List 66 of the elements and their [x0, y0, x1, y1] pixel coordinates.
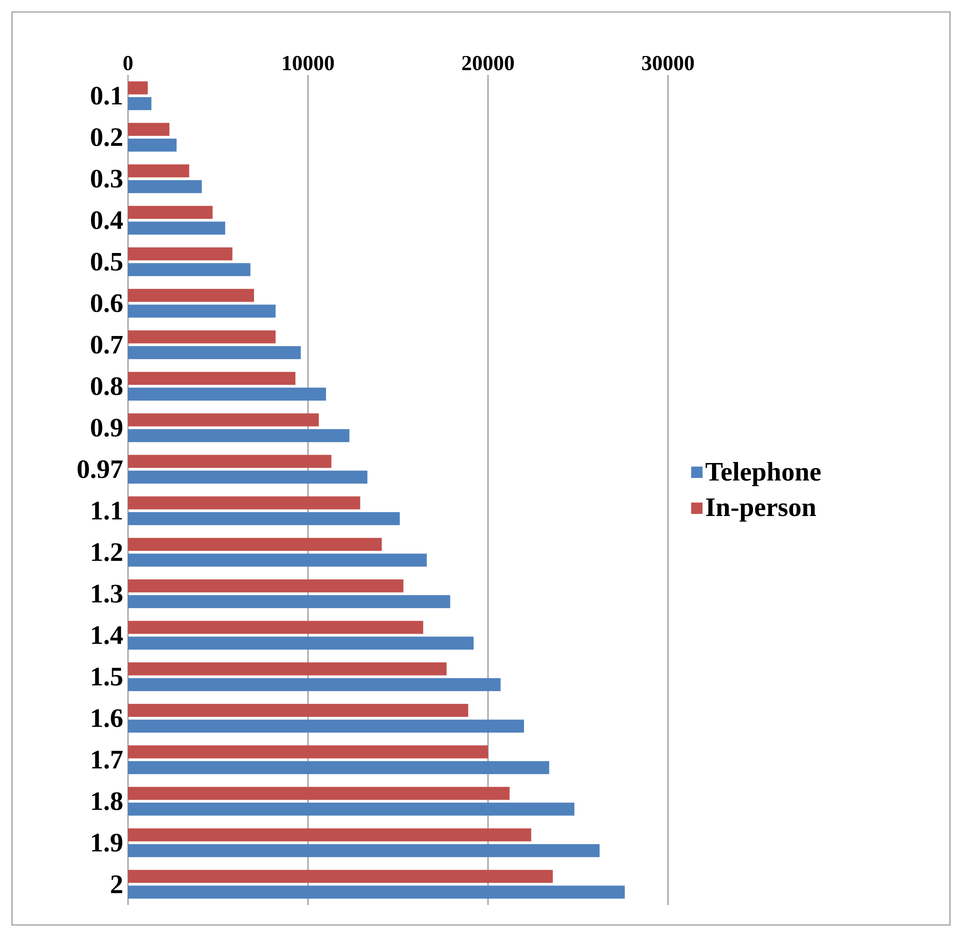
y-tick-label: 0.6 [90, 294, 123, 312]
x-tick-label: 20000 [462, 56, 514, 70]
bar [128, 122, 170, 136]
bar [128, 886, 625, 899]
bar [128, 222, 226, 235]
bar [128, 579, 404, 592]
bar [128, 720, 524, 733]
bar [128, 164, 190, 178]
y-tick-label: 1.8 [92, 792, 122, 810]
y-tick-label: 0.3 [90, 170, 122, 188]
bar [128, 620, 424, 634]
y-tick-label: 1.9 [92, 834, 122, 852]
y-tick-label: 0.8 [90, 377, 122, 396]
bar [128, 388, 326, 401]
bar [128, 662, 447, 676]
x-tick-label: 30000 [642, 56, 694, 70]
y-tick-label: 0.2 [90, 128, 122, 146]
bar [128, 206, 213, 219]
y-tick-label: 1.3 [92, 584, 122, 603]
bar [128, 595, 450, 608]
legend-label: Telephone [706, 462, 821, 486]
bar [128, 786, 510, 800]
y-tick-label: 0.9 [90, 418, 122, 437]
bar [128, 304, 276, 318]
y-tick-label: 1.2 [92, 543, 122, 562]
bar [128, 454, 332, 468]
y-tick-label: 1.4 [92, 626, 123, 644]
bar [128, 538, 382, 551]
y-tick-label: 1.6 [92, 709, 123, 728]
x-tick-label: 0 [123, 56, 133, 70]
y-tick-label: 2 [111, 875, 122, 894]
bar [128, 288, 254, 302]
bar [128, 413, 319, 426]
bar [128, 761, 550, 774]
y-tick-label: 1.7 [92, 750, 123, 769]
bar [128, 372, 296, 385]
bar [128, 828, 532, 842]
bar [128, 330, 276, 344]
bar [128, 470, 368, 484]
y-tick-label: 0.7 [90, 336, 123, 354]
legend-label: In-person [706, 498, 816, 522]
bar [128, 636, 474, 650]
y-tick-label: 0.4 [90, 211, 123, 230]
bar [128, 247, 232, 260]
x-tick-label: 10000 [283, 56, 334, 70]
bar [128, 346, 301, 360]
y-tick-label: 0.1 [90, 86, 122, 105]
bar [128, 802, 574, 816]
bar [128, 429, 350, 442]
bar [128, 745, 488, 758]
bar [128, 263, 250, 276]
y-tick-label: 1.5 [92, 668, 122, 686]
bar [128, 496, 360, 510]
y-tick-label: 0.97 [78, 460, 123, 478]
bar [128, 870, 553, 883]
bar [128, 704, 468, 717]
bar [128, 844, 600, 858]
bar [128, 554, 427, 567]
bar [128, 81, 148, 94]
y-tick-label: 0.5 [90, 252, 122, 271]
bar [128, 180, 202, 194]
bar [128, 678, 501, 692]
bar [128, 138, 177, 152]
bar [128, 97, 152, 110]
bar [128, 512, 400, 526]
y-tick-label: 1.1 [92, 502, 122, 520]
